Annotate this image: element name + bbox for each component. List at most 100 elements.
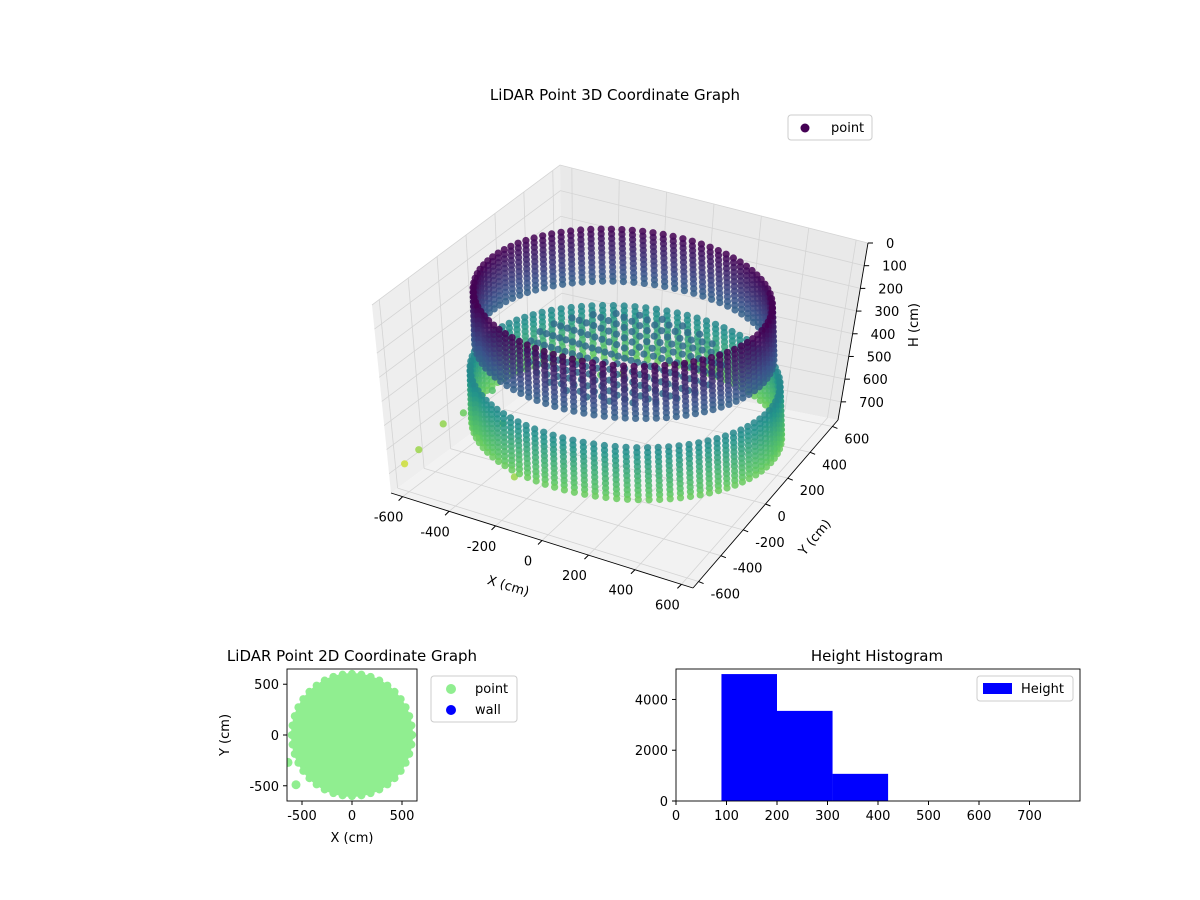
point-3d (630, 278, 638, 286)
point-3d (611, 413, 619, 421)
point-3d (757, 467, 765, 475)
point-3d (497, 377, 505, 385)
y-tick-label-2d: 0 (271, 729, 279, 744)
point-3d (658, 315, 666, 323)
point-3d (523, 288, 532, 297)
point-3d (687, 336, 695, 344)
point-3d (563, 324, 572, 332)
grid-line-z (376, 215, 861, 354)
point-3d (612, 310, 620, 318)
point-2d (294, 703, 303, 712)
point-3d (705, 489, 714, 497)
z-tick-label-3d: 700 (859, 396, 884, 411)
y-tick-label-2d: -500 (249, 780, 279, 795)
chart-2d: LiDAR Point 2D Coordinate Graph -500 0 500… (218, 647, 518, 846)
point-2d (290, 749, 299, 758)
grid-line-x-vert (827, 239, 857, 418)
point-2d (396, 766, 405, 775)
grid-line-x-vert (784, 227, 810, 410)
point-3d (620, 323, 628, 332)
point-3d (581, 490, 589, 498)
z-tick-label-3d: 500 (867, 350, 892, 365)
point-3d (532, 477, 540, 485)
point-3d (651, 321, 659, 329)
point-2d (288, 721, 297, 730)
point-3d (717, 403, 725, 411)
point-3d (570, 326, 578, 334)
chart-2d-title: LiDAR Point 2D Coordinate Graph (227, 647, 477, 665)
point-3d (656, 339, 664, 347)
point-3d (488, 386, 496, 395)
point-3d (532, 286, 540, 294)
point-3d (678, 350, 686, 358)
point-3d (627, 356, 635, 364)
point-3d (576, 352, 584, 360)
point-3d (751, 392, 759, 400)
point-2d (401, 758, 410, 767)
grid-line-y (397, 487, 699, 582)
legend-histogram-box (976, 675, 1074, 702)
x-tick-label-3d: -600 (374, 511, 404, 526)
point-3d (690, 289, 698, 297)
point-2d (407, 721, 416, 730)
point-3d (614, 352, 622, 360)
point-3d (415, 446, 423, 454)
point-2d (405, 712, 414, 721)
point-3d (599, 277, 607, 285)
x-tick-label-hist: 0 (672, 809, 680, 824)
point-3d (551, 402, 559, 410)
point-3d (698, 346, 706, 354)
point-3d (621, 414, 629, 422)
legend-2d-marker-point (446, 684, 456, 694)
point-3d (600, 412, 608, 420)
point-3d (591, 333, 599, 341)
point-3d (676, 494, 685, 502)
point-3d (731, 306, 739, 314)
y-tick-3d (809, 451, 816, 455)
point-3d (612, 320, 620, 328)
point-3d (651, 281, 659, 289)
point-3d (562, 336, 570, 344)
y-tick-label-hist: 4000 (635, 693, 668, 708)
point-2d (375, 676, 384, 685)
point-2d (329, 789, 338, 798)
z-tick-label-3d: 300 (874, 305, 899, 320)
x-tick-label-3d: -400 (420, 525, 450, 540)
x-tick-label-2d: -500 (287, 809, 317, 824)
point-3d (550, 320, 558, 328)
grid-line-z (374, 190, 865, 330)
point-3d (524, 473, 532, 482)
point-3d (744, 314, 752, 322)
point-3d (749, 318, 758, 327)
point-3d (496, 301, 504, 309)
point-3d (656, 495, 664, 504)
x-tick-label-hist: 300 (815, 809, 840, 824)
z-tick-label-3d: 100 (882, 260, 907, 275)
point-3d (709, 406, 717, 414)
point-2d (390, 687, 399, 696)
point-3d (568, 279, 576, 287)
point-3d (699, 292, 707, 300)
legend-2d-label-wall: wall (475, 703, 501, 718)
point-2d (401, 703, 410, 712)
point-3d (698, 338, 706, 346)
point-3d (714, 487, 723, 495)
point-3d (628, 328, 636, 336)
point-3d (634, 496, 642, 504)
point-3d (472, 434, 480, 442)
point-3d (515, 470, 524, 478)
point-2d (290, 712, 299, 721)
x-axis-label-3d: X (cm) (485, 573, 531, 600)
point-3d (658, 327, 666, 335)
point-3d (689, 344, 697, 352)
point-3d (752, 471, 760, 479)
legend-histogram-label: Height (1021, 682, 1064, 697)
x-axis-label-2d: X (cm) (331, 831, 374, 846)
point-3d (612, 330, 621, 338)
x-tick-3d (398, 496, 403, 502)
point-3d (549, 332, 557, 340)
point-3d (620, 313, 628, 321)
point-3d (568, 338, 577, 346)
point-3d (495, 457, 503, 465)
scatter-2d-plot (287, 669, 417, 801)
